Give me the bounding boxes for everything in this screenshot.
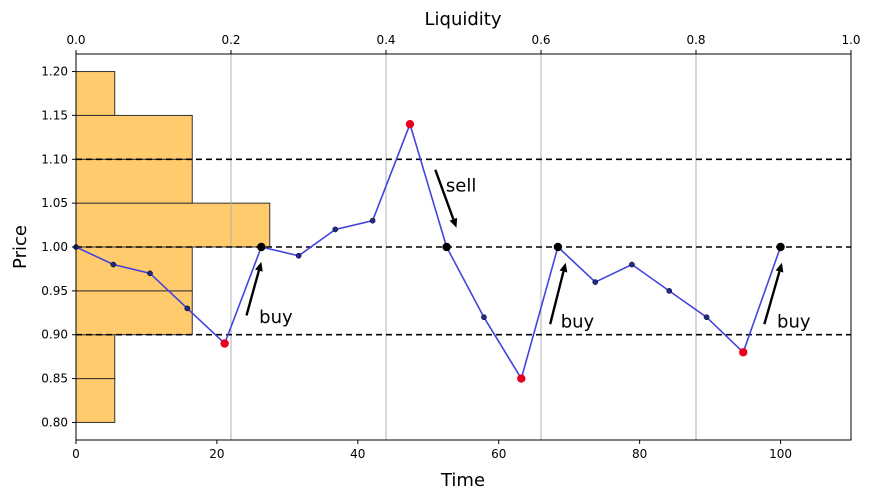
reset-point	[257, 242, 266, 252]
histogram-bar	[75, 202, 271, 248]
x-tick-label: 0	[72, 447, 80, 461]
annotation-arrow	[245, 270, 261, 316]
annotation-buy: buy	[777, 312, 811, 333]
price-point	[629, 261, 635, 268]
y-tick-label: 0.85	[41, 372, 68, 386]
annotation-buy: buy	[259, 307, 293, 328]
x-tick-label: 20	[209, 447, 224, 461]
axes: 0 20 40 60 80 100 0.80 0.85 0.90 0.95 1.00 1.05 1.10…	[41, 33, 860, 461]
annotations: buy sell buy buy	[245, 169, 811, 333]
histogram-bar	[75, 334, 116, 380]
y-tick-label: 0.95	[41, 284, 68, 298]
x-tick-label: 100	[769, 447, 792, 461]
y-tick-label: 1.20	[41, 65, 68, 79]
histogram-bar	[75, 71, 116, 116]
price-point	[110, 261, 117, 268]
annotation-arrowhead	[255, 261, 263, 272]
y-tick-label: 1.15	[41, 108, 68, 122]
extreme-point	[517, 374, 526, 383]
annotation-sell: sell	[446, 176, 476, 197]
histogram-bar	[75, 114, 193, 160]
reset-point	[553, 242, 563, 252]
histogram-bar	[75, 158, 193, 204]
y-tick-label: 0.90	[41, 328, 68, 342]
top-tick-label: 1.0	[841, 33, 860, 47]
price-point	[369, 217, 376, 224]
top-tick-label: 0.6	[531, 33, 550, 47]
top-tick-label: 0.4	[376, 33, 395, 47]
top-tick-label: 0.8	[686, 33, 705, 47]
extreme-point	[220, 339, 229, 348]
y-tick-label: 1.10	[41, 152, 68, 166]
reset-point	[442, 242, 451, 252]
x-tick-label: 80	[632, 447, 647, 461]
price-point	[703, 314, 710, 321]
y-axis-title: Price	[10, 225, 31, 269]
price-point	[666, 288, 673, 294]
extreme-point	[739, 348, 748, 357]
top-axis-title: Liquidity	[424, 9, 501, 30]
annotation-arrowhead	[449, 217, 458, 228]
price-point	[184, 305, 191, 312]
y-tick-label: 0.80	[41, 415, 68, 429]
price-point	[481, 314, 487, 321]
y-tick-label: 1.00	[41, 240, 68, 254]
x-tick-label: 40	[350, 447, 365, 461]
histogram-bar	[75, 378, 116, 423]
price-line	[75, 121, 782, 381]
liquidity-histogram	[75, 71, 271, 423]
price-point	[295, 252, 302, 259]
annotation-arrow	[763, 271, 781, 325]
price-point	[592, 279, 599, 285]
x-tick-label: 60	[491, 447, 506, 461]
x-axis-title: Time	[440, 470, 485, 491]
price-point	[332, 226, 339, 233]
top-tick-label: 0.2	[221, 33, 240, 47]
price-point	[147, 270, 153, 277]
reference-lines	[76, 158, 851, 336]
annotation-arrowhead	[559, 262, 568, 273]
annotation-buy: buy	[561, 312, 595, 333]
annotation-arrow	[548, 271, 565, 325]
price-series	[73, 119, 785, 383]
top-tick-label: 0.0	[66, 33, 85, 47]
reset-point	[776, 242, 785, 252]
annotation-arrow	[434, 169, 455, 220]
y-tick-label: 1.05	[41, 196, 68, 210]
annotation-arrowhead	[775, 262, 784, 273]
extreme-point	[405, 119, 415, 129]
